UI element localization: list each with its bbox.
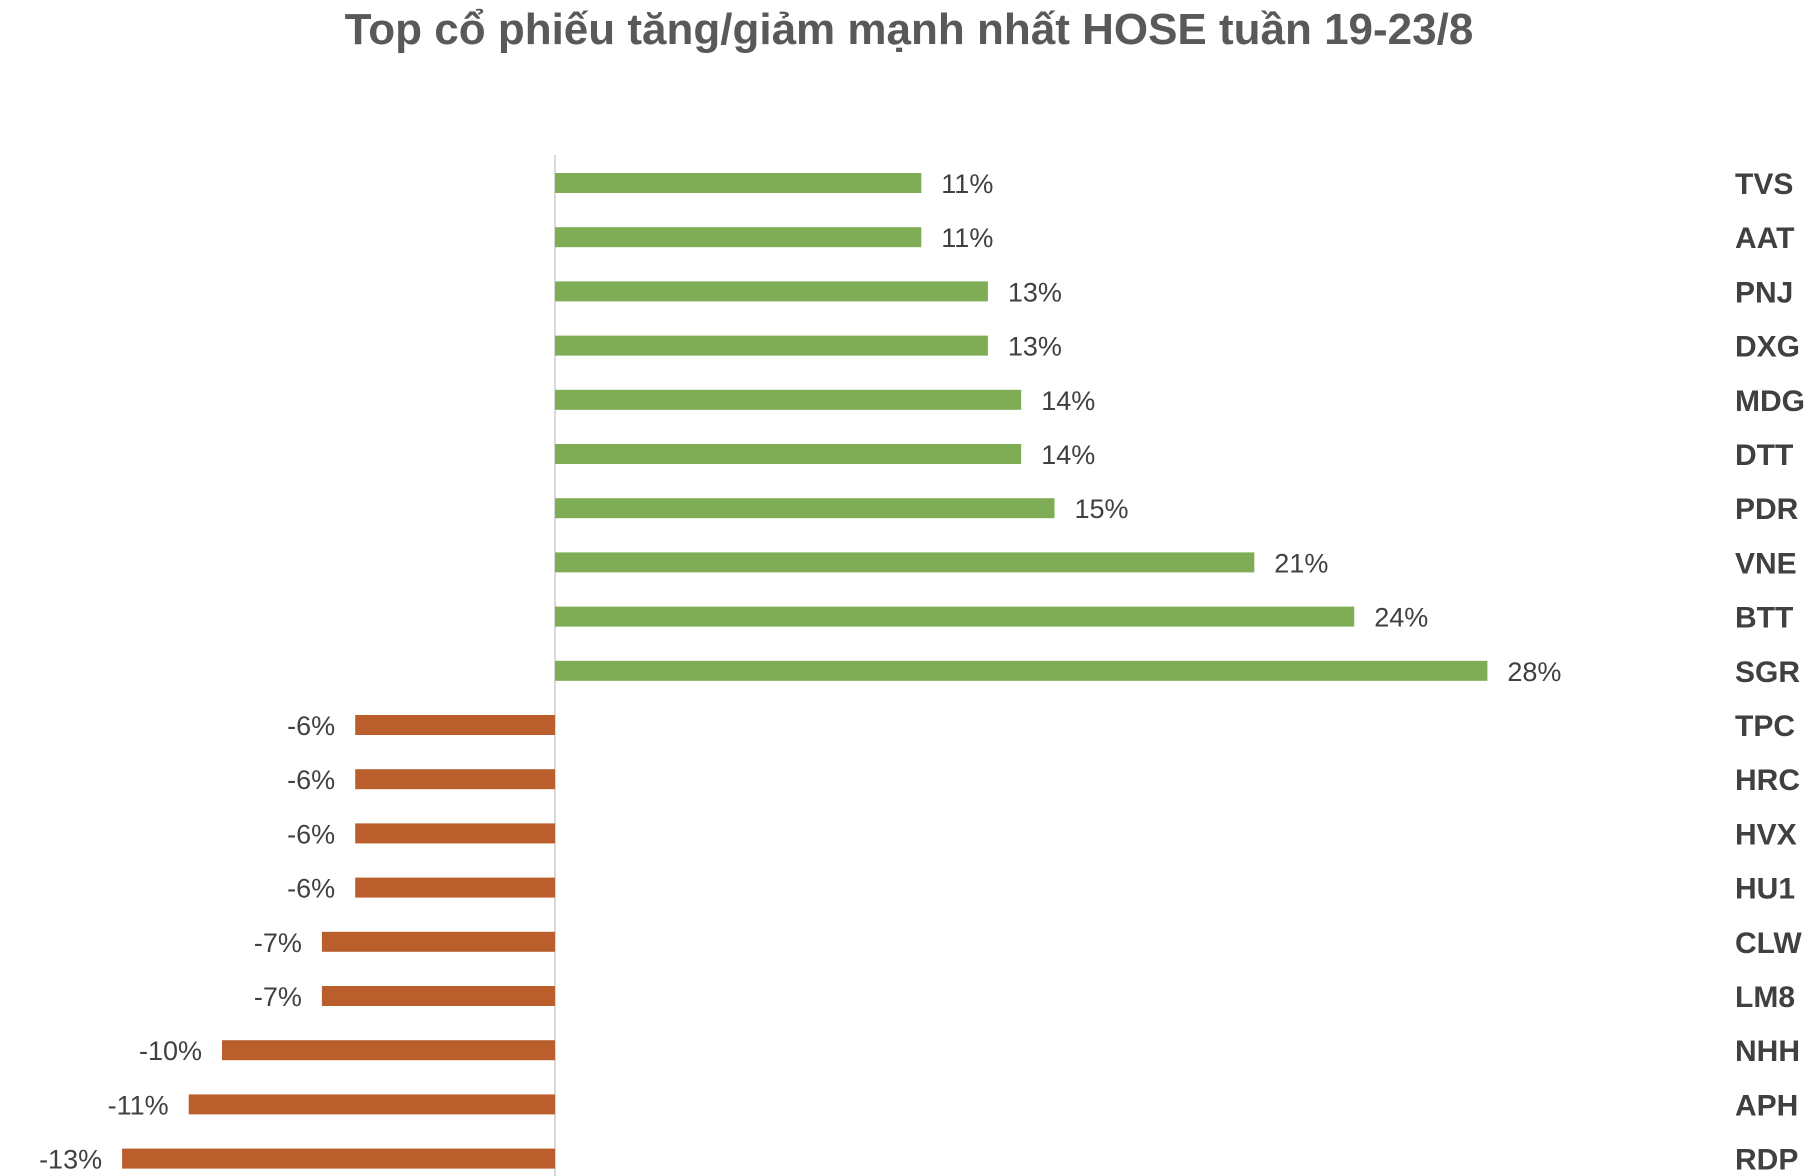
value-label-tpc: -6% bbox=[287, 711, 335, 741]
category-label-btt: BTT bbox=[1735, 602, 1793, 635]
value-label-tvs: 11% bbox=[941, 169, 993, 199]
value-label-mdg: 14% bbox=[1041, 386, 1095, 416]
chart-title: Top cổ phiếu tăng/giảm mạnh nhất HOSE tu… bbox=[344, 5, 1474, 54]
bar-mdg bbox=[555, 389, 1022, 410]
bars-group bbox=[122, 173, 1488, 1169]
category-label-hvx: HVX bbox=[1735, 818, 1797, 851]
category-label-lm8: LM8 bbox=[1735, 981, 1795, 1014]
category-label-aph: APH bbox=[1735, 1089, 1798, 1122]
category-label-nhh: NHH bbox=[1735, 1035, 1800, 1068]
category-label-pdr: PDR bbox=[1735, 493, 1799, 526]
category-label-hu1: HU1 bbox=[1735, 873, 1795, 906]
value-labels-group: 11% 11% 13% 13% 14% 14% 15% 21% 24% 28% -6% -6% -6% -… bbox=[39, 169, 1561, 1175]
value-label-nhh: -10% bbox=[139, 1036, 202, 1066]
value-label-btt: 24% bbox=[1374, 603, 1428, 633]
bar-sgr bbox=[555, 660, 1488, 681]
bar-aat bbox=[555, 227, 922, 248]
value-label-dtt: 14% bbox=[1041, 440, 1095, 470]
value-label-hvx: -6% bbox=[287, 819, 335, 849]
bar-hvx bbox=[355, 823, 555, 844]
bar-rdp bbox=[122, 1148, 555, 1169]
value-label-hu1: -6% bbox=[287, 874, 335, 904]
category-label-clw: CLW bbox=[1735, 927, 1802, 960]
bar-pdr bbox=[555, 498, 1055, 519]
bar-vne bbox=[555, 552, 1255, 573]
category-labels-group: TVS AAT PNJ DXG MDG DTT PDR VNE BTT SGR TPC HRC HVX H… bbox=[1735, 168, 1805, 1176]
category-label-rdp: RDP bbox=[1735, 1144, 1798, 1176]
bar-tpc bbox=[355, 715, 555, 735]
value-label-lm8: -7% bbox=[254, 982, 302, 1012]
bar-clw bbox=[321, 931, 555, 952]
category-label-aat: AAT bbox=[1735, 222, 1794, 255]
bar-dtt bbox=[555, 444, 1022, 464]
bar-aph bbox=[188, 1094, 555, 1115]
bar-lm8 bbox=[321, 986, 555, 1006]
value-label-aat: 11% bbox=[941, 223, 993, 253]
value-label-aph: -11% bbox=[108, 1090, 169, 1120]
bar-tvs bbox=[555, 173, 922, 193]
value-label-hrc: -6% bbox=[287, 765, 335, 795]
bar-nhh bbox=[222, 1040, 555, 1061]
category-label-dxg: DXG bbox=[1735, 331, 1800, 364]
value-label-vne: 21% bbox=[1274, 548, 1328, 578]
value-label-pnj: 13% bbox=[1008, 277, 1062, 307]
category-label-mdg: MDG bbox=[1735, 385, 1805, 418]
category-label-pnj: PNJ bbox=[1735, 276, 1793, 309]
bar-btt bbox=[555, 606, 1355, 627]
category-label-hrc: HRC bbox=[1735, 764, 1800, 797]
category-label-vne: VNE bbox=[1735, 547, 1797, 580]
bar-hu1 bbox=[355, 877, 555, 898]
value-label-pdr: 15% bbox=[1075, 494, 1129, 524]
category-label-sgr: SGR bbox=[1735, 656, 1800, 689]
value-label-clw: -7% bbox=[254, 928, 302, 958]
value-label-rdp: -13% bbox=[39, 1145, 102, 1175]
bar-dxg bbox=[555, 335, 988, 356]
category-label-dtt: DTT bbox=[1735, 439, 1793, 472]
category-label-tvs: TVS bbox=[1735, 168, 1793, 201]
value-label-sgr: 28% bbox=[1507, 657, 1561, 687]
category-label-tpc: TPC bbox=[1735, 710, 1795, 743]
value-label-dxg: 13% bbox=[1008, 332, 1062, 362]
bar-hrc bbox=[355, 769, 555, 790]
bar-pnj bbox=[555, 281, 988, 302]
